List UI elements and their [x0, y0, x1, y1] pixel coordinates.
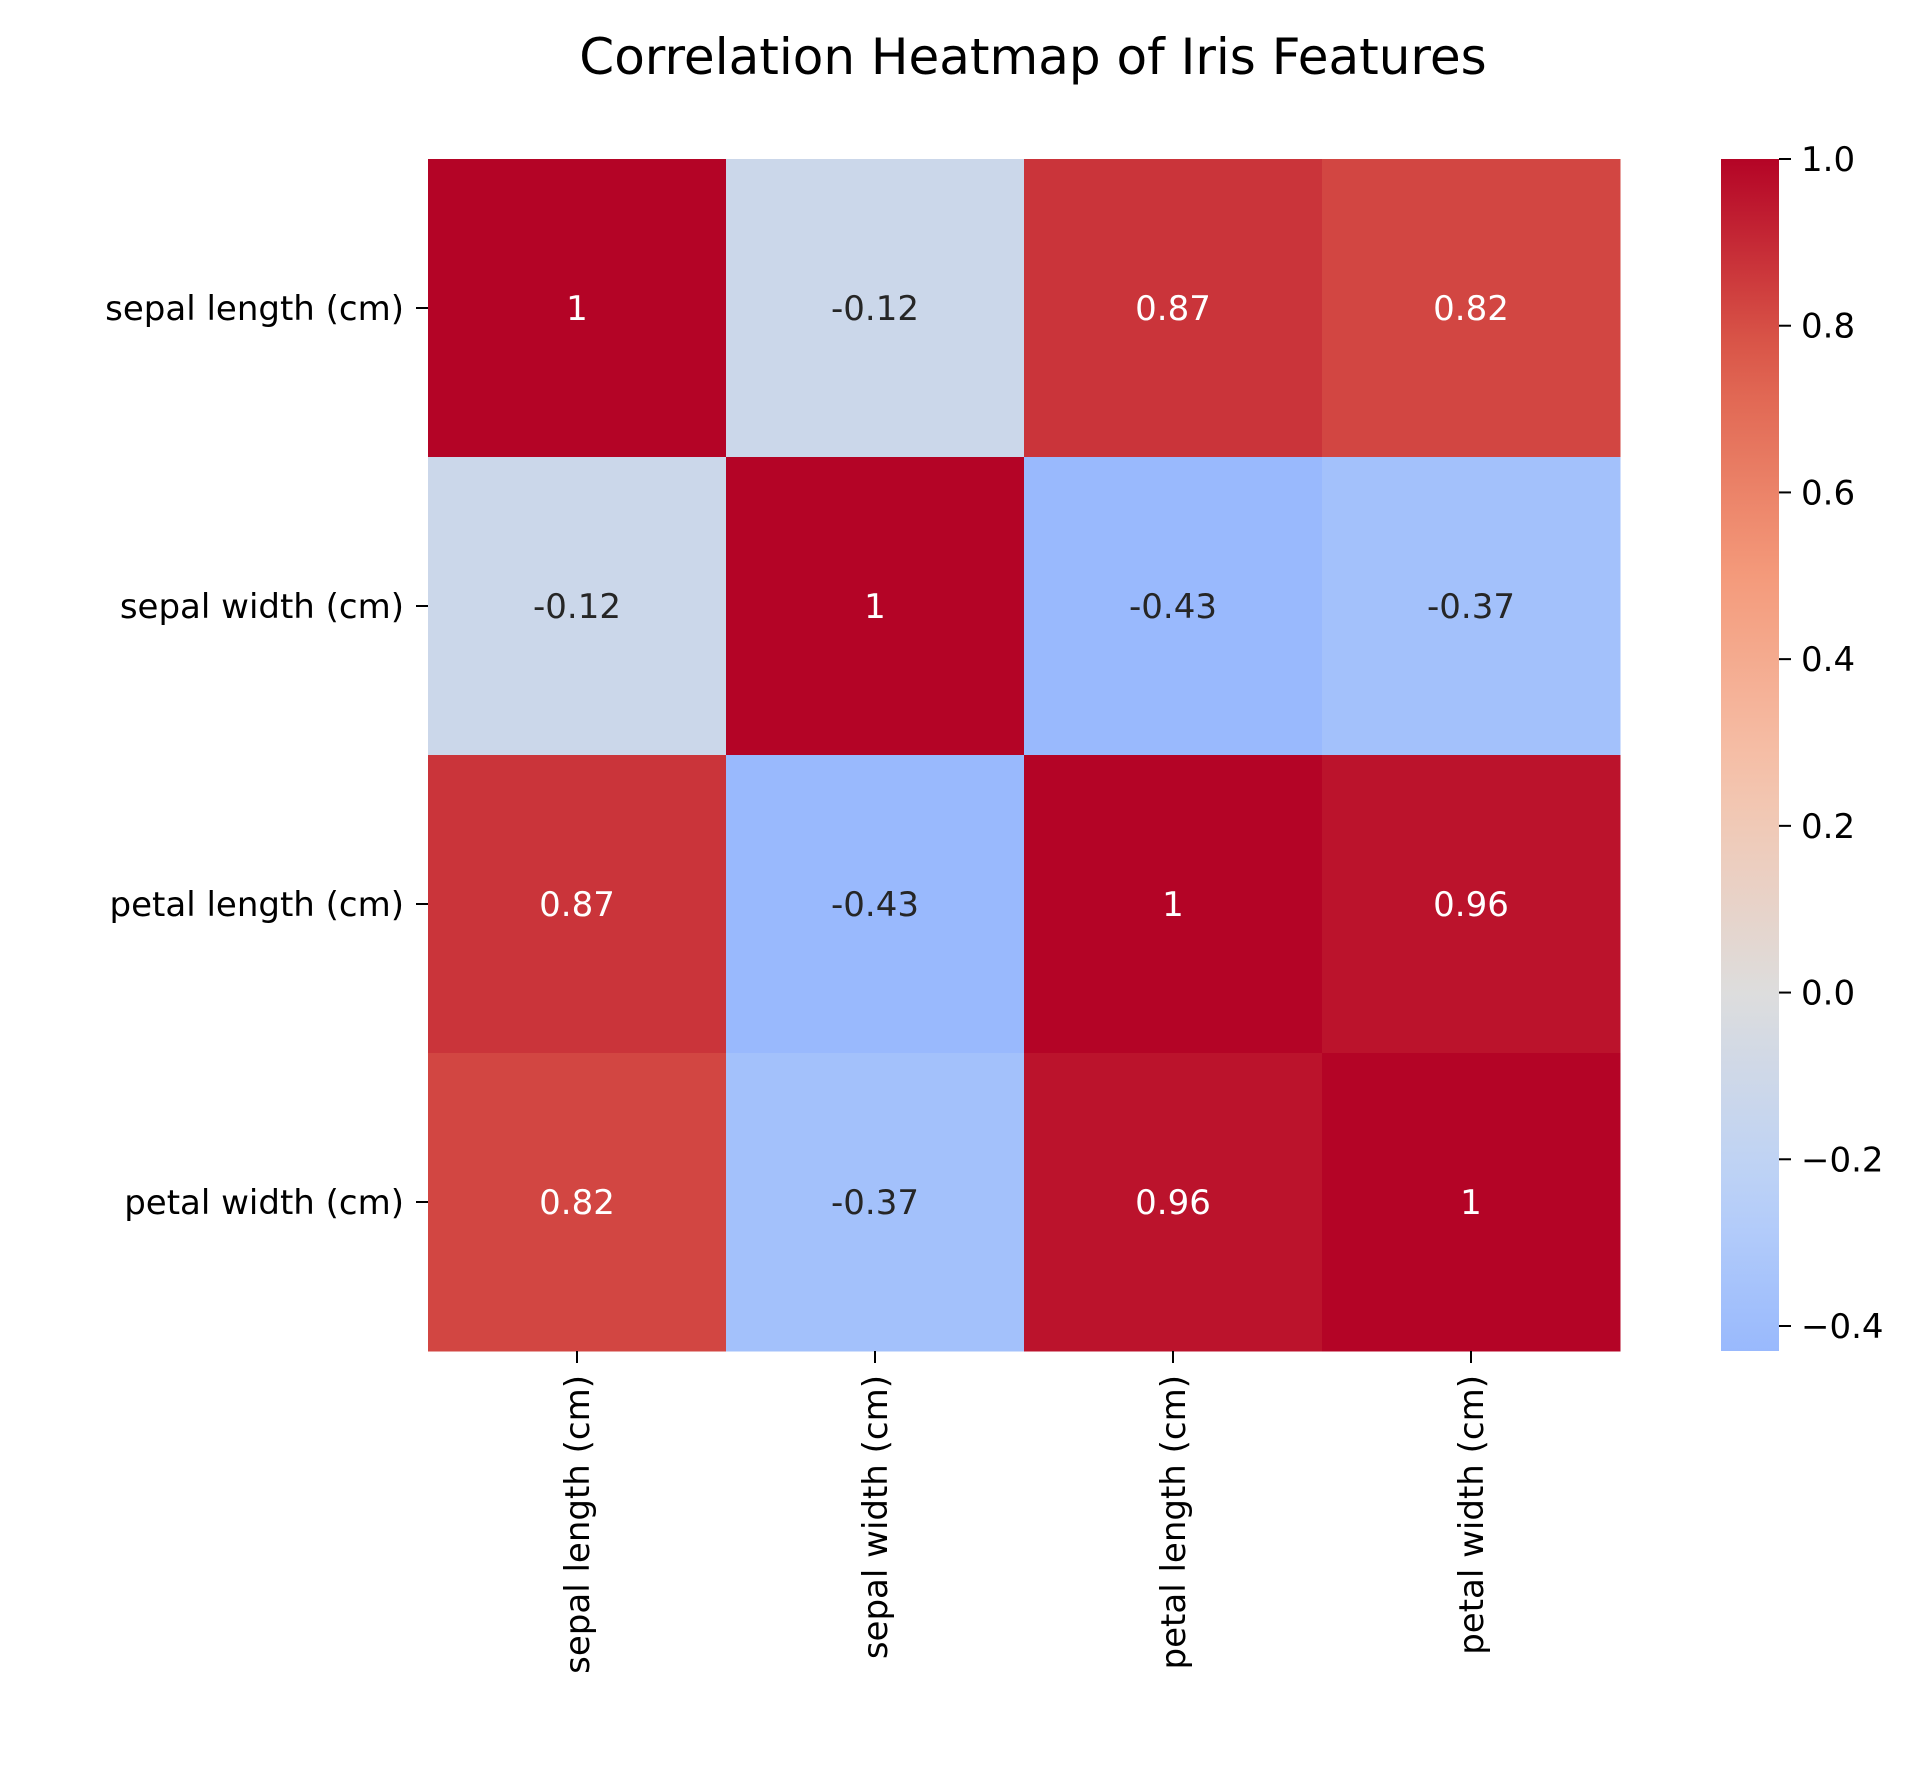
heatmap-cell — [1322, 755, 1621, 1054]
heatmap-cell-labels: 1 -0.12 0.87 0.82 -0.12 1 -0.43 -0.37 0.87 -0.43 1… — [533, 289, 1515, 1223]
cell-value-label: 0.87 — [539, 885, 615, 925]
heatmap-cell — [726, 755, 1025, 1054]
cell-value-label: 0.82 — [1433, 289, 1509, 329]
heatmap-cell — [1024, 159, 1323, 458]
x-tick-label: petal length (cm) — [1154, 1375, 1194, 1669]
heatmap-cells — [428, 159, 1621, 1352]
colorbar-tick-label: 0.2 — [1801, 807, 1855, 847]
colorbar-tick-label: −0.4 — [1801, 1307, 1884, 1347]
heatmap-cell — [1024, 1053, 1323, 1352]
heatmap-cell — [1024, 755, 1323, 1054]
colorbar-tick-label: 1.0 — [1801, 140, 1855, 180]
y-tick-label: sepal width (cm) — [120, 587, 404, 627]
y-axis: sepal length (cm) sepal width (cm) petal l… — [105, 289, 428, 1223]
heatmap-cell — [1322, 1053, 1621, 1352]
heatmap-cell — [428, 1053, 727, 1352]
cell-value-label: -0.43 — [1129, 587, 1217, 627]
cell-value-label: -0.37 — [1427, 587, 1515, 627]
x-tick-label: sepal width (cm) — [856, 1375, 896, 1659]
x-axis: sepal length (cm) sepal width (cm) petal l… — [558, 1351, 1492, 1674]
chart-title: Correlation Heatmap of Iris Features — [579, 28, 1486, 86]
cell-value-label: 1 — [864, 587, 886, 627]
y-tick-label: petal length (cm) — [110, 885, 404, 925]
heatmap-cell — [428, 457, 727, 756]
y-tick-label: petal width (cm) — [124, 1183, 404, 1223]
cell-value-label: 1 — [1162, 885, 1184, 925]
heatmap-cell — [726, 159, 1025, 458]
y-tick-label: sepal length (cm) — [105, 289, 404, 329]
colorbar-tick-label: 0.8 — [1801, 307, 1855, 347]
cell-value-label: -0.37 — [831, 1183, 919, 1223]
cell-value-label: 0.87 — [1135, 289, 1211, 329]
cell-value-label: -0.12 — [831, 289, 919, 329]
heatmap-cell — [1024, 457, 1323, 756]
colorbar-tick-label: 0.4 — [1801, 640, 1855, 680]
cell-value-label: -0.43 — [831, 885, 919, 925]
heatmap-cell — [726, 1053, 1025, 1352]
x-tick-label: petal width (cm) — [1452, 1375, 1492, 1655]
cell-value-label: 1 — [566, 289, 588, 329]
colorbar-tick-label: 0.6 — [1801, 473, 1855, 513]
colorbar-gradient — [1721, 159, 1779, 1351]
colorbar-tick-label: 0.0 — [1801, 974, 1855, 1014]
cell-value-label: -0.12 — [533, 587, 621, 627]
x-tick-label: sepal length (cm) — [558, 1375, 598, 1674]
heatmap-cell — [428, 755, 727, 1054]
heatmap-cell — [428, 159, 727, 458]
heatmap-cell — [726, 457, 1025, 756]
cell-value-label: 1 — [1460, 1183, 1482, 1223]
heatmap-cell — [1322, 457, 1621, 756]
cell-value-label: 0.96 — [1135, 1183, 1211, 1223]
colorbar-tick-label: −0.2 — [1801, 1140, 1884, 1180]
heatmap-cell — [1322, 159, 1621, 458]
colorbar: 1.0 0.8 0.6 0.4 0.2 0.0 −0.2 −0.4 — [1721, 140, 1884, 1351]
cell-value-label: 0.96 — [1433, 885, 1509, 925]
cell-value-label: 0.82 — [539, 1183, 615, 1223]
